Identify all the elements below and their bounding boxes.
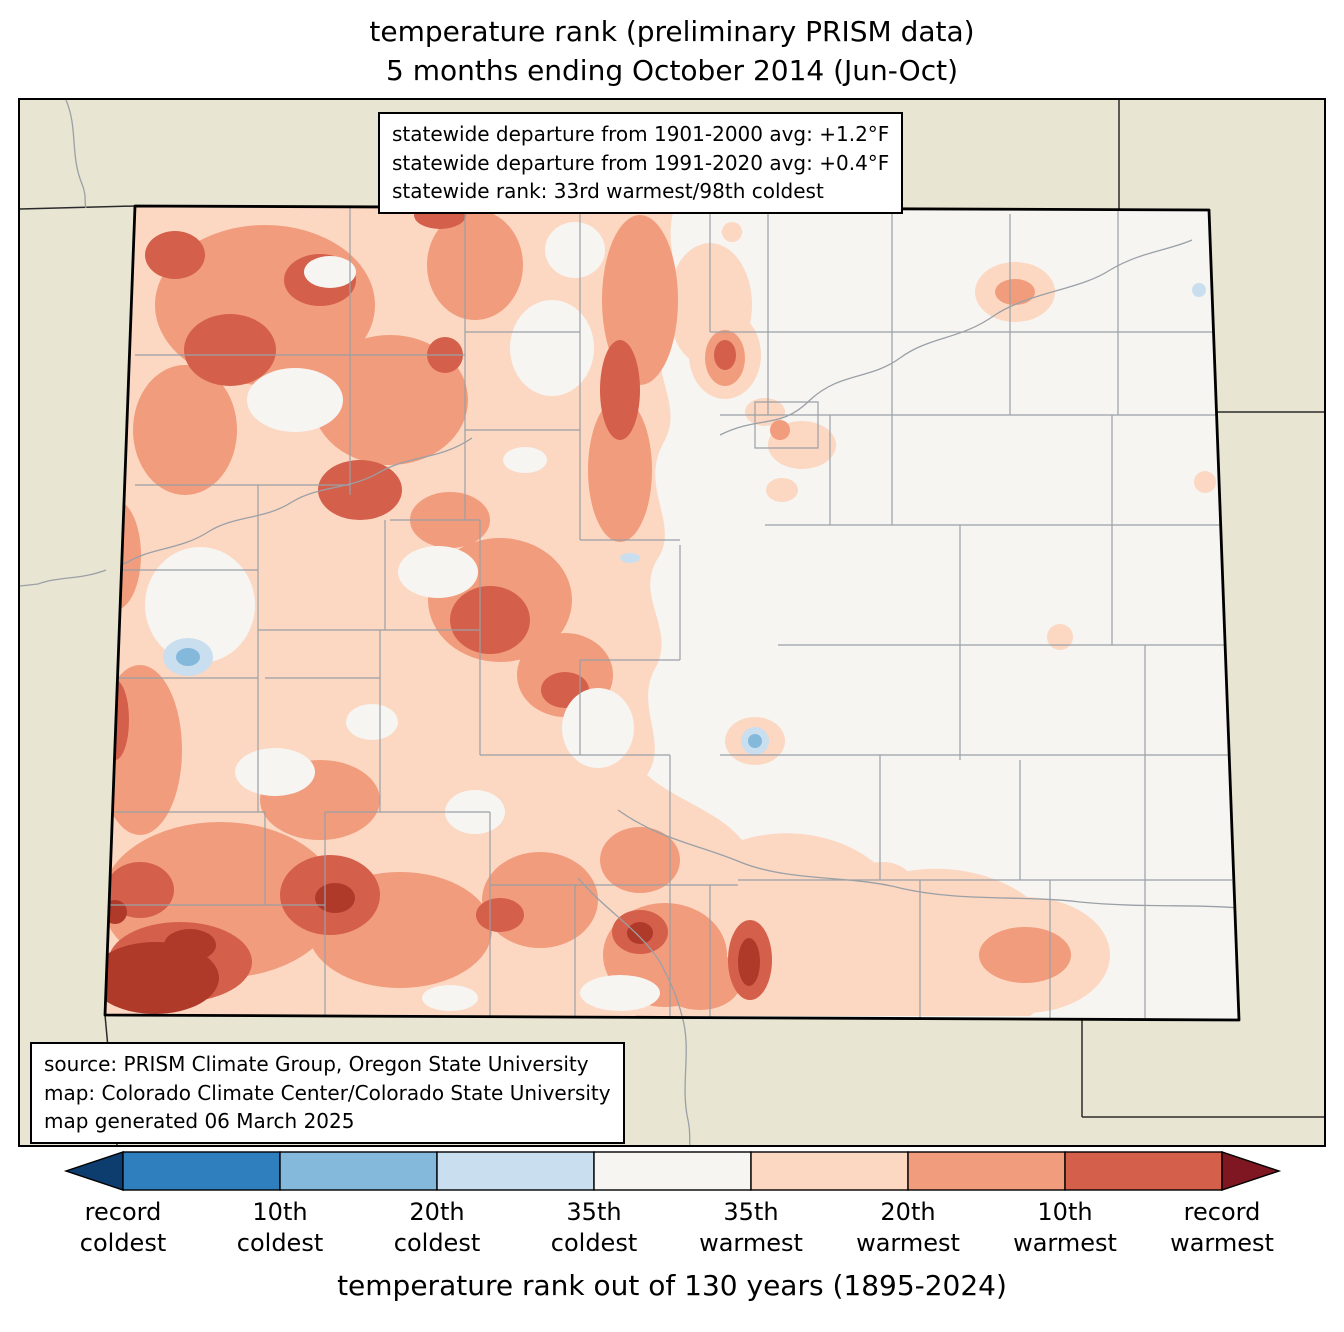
source-line-1: source: PRISM Climate Group, Oregon Stat…	[44, 1052, 589, 1077]
record-warm-shading	[105, 883, 760, 1015]
rivers	[105, 239, 1239, 1017]
colorbar-label-record-warmest: record warmest	[1170, 1198, 1274, 1258]
colorbar-label-20th-warmest: 20th warmest	[856, 1198, 960, 1258]
colorbar-segment-near-normal	[593, 1151, 752, 1192]
map-panel: statewide departure from 1901-2000 avg: …	[18, 98, 1326, 1148]
stats-line-3: statewide rank: 33rd warmest/98th coldes…	[392, 179, 824, 204]
cool-anomaly-spots	[163, 283, 1206, 756]
stats-line-1: statewide departure from 1901-2000 avg: …	[392, 122, 890, 147]
colorbar-segment-35th-coldest	[436, 1151, 595, 1192]
colorbar-labels: record coldest 10th coldest 20th coldest 35…	[0, 1195, 1344, 1261]
out-of-state-rivers	[20, 100, 691, 1146]
title-line-2: 5 months ending October 2014 (Jun-Oct)	[385, 54, 959, 88]
colorbar-caption: temperature rank out of 130 years (1895-…	[337, 1269, 1007, 1303]
colorbar-arrow-record-warmest	[1221, 1151, 1282, 1192]
colorbar-segment-10th-coldest	[122, 1151, 281, 1192]
county-lines	[105, 208, 1232, 1019]
temperature-rank-shading	[105, 206, 1239, 1019]
stats-box: statewide departure from 1901-2000 avg: …	[378, 112, 904, 214]
colorbar-segment-20th-warmest	[907, 1151, 1066, 1192]
neighbor-state-lines	[20, 100, 1324, 1146]
near-normal-patches	[145, 222, 660, 1012]
colorbar-segment-10th-warmest	[1064, 1151, 1223, 1192]
figure-page: temperature rank (preliminary PRISM data…	[0, 0, 1344, 1302]
stats-line-2: statewide departure from 1991-2020 avg: …	[392, 150, 890, 175]
colorbar-label-20th-coldest: 20th coldest	[393, 1198, 481, 1258]
title-line-1: temperature rank (preliminary PRISM data…	[369, 15, 975, 48]
figure-title: temperature rank (preliminary PRISM data…	[0, 0, 1344, 90]
colorbar-scale	[63, 1151, 1282, 1192]
colorado-map	[20, 100, 1324, 1146]
colorbar-segment-35th-warmest	[750, 1151, 909, 1192]
colorbar-arrow-record-coldest	[63, 1151, 124, 1192]
colorbar-segment-20th-coldest	[279, 1151, 438, 1192]
colorbar-label-record-coldest: record coldest	[79, 1198, 167, 1258]
colorbar-label-10th-coldest: 10th coldest	[236, 1198, 324, 1258]
source-box: source: PRISM Climate Group, Oregon Stat…	[30, 1042, 625, 1144]
colorbar-label-10th-warmest: 10th warmest	[1013, 1198, 1117, 1258]
source-line-2: map: Colorado Climate Center/Colorado St…	[44, 1080, 611, 1105]
colorbar-label-35th-warmest: 35th warmest	[699, 1198, 803, 1258]
source-line-3: map generated 06 March 2025	[44, 1109, 355, 1134]
colorbar-label-35th-coldest: 35th coldest	[550, 1198, 638, 1258]
colorbar: record coldest 10th coldest 20th coldest 35…	[0, 1149, 1344, 1302]
